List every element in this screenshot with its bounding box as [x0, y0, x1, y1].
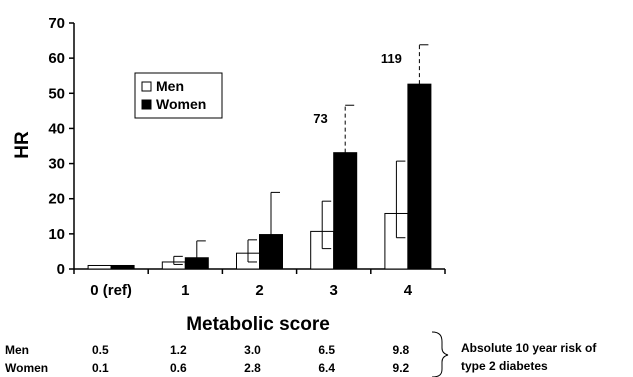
risk-value-women: 9.2: [393, 361, 410, 375]
risk-value-men: 6.5: [318, 343, 335, 357]
y-tick-label: 20: [48, 191, 65, 208]
bar-women: [407, 83, 432, 270]
risk-row-label-men: Men: [5, 343, 29, 357]
risk-value-women: 6.4: [318, 361, 335, 375]
legend-label-women: Women: [156, 96, 206, 112]
y-tick-label: 30: [48, 156, 65, 173]
y-tick-label: 10: [48, 226, 65, 243]
plot-area: 0 10 20 30 40 50 60 70 0 (ref) 1 2 3 4 73 119: [48, 15, 446, 299]
x-tick-label: 1: [181, 282, 189, 299]
risk-table: Men Women 0.5 1.2 3.0 6.5 9.8 0.1 0.6 2.8 6.4 9.2…: [5, 331, 597, 377]
legend-swatch-men: [141, 81, 152, 92]
x-tick-label: 3: [330, 282, 338, 299]
bar-women: [184, 257, 209, 270]
x-tick-label: 4: [404, 282, 413, 299]
risk-value-men: 0.5: [92, 343, 109, 357]
legend-swatch-women: [141, 99, 152, 110]
x-axis-title: Metabolic score: [186, 314, 330, 335]
y-axis-title: HR: [12, 131, 33, 159]
legend: Men Women: [134, 72, 223, 119]
legend-label-men: Men: [156, 78, 184, 94]
ci-annotation: 73: [313, 111, 327, 126]
risk-note-line2: type 2 diabetes: [461, 359, 548, 373]
y-tick-label: 60: [48, 50, 65, 67]
risk-value-men: 1.2: [170, 343, 187, 357]
y-tick-label: 50: [48, 85, 65, 102]
legend-box: [134, 72, 223, 119]
risk-value-men: 3.0: [244, 343, 261, 357]
risk-value-women: 0.1: [92, 361, 109, 375]
bar-men: [87, 264, 112, 270]
y-tick-label: 70: [48, 15, 65, 32]
ci-annotation: 119: [381, 51, 402, 66]
x-tick-label: 0 (ref): [90, 282, 132, 299]
risk-value-women: 2.8: [244, 361, 261, 375]
risk-brace: [431, 331, 449, 377]
x-tick-label: 2: [255, 282, 263, 299]
risk-value-women: 0.6: [170, 361, 187, 375]
risk-value-men: 9.8: [393, 343, 410, 357]
bar-women: [259, 234, 283, 270]
bar-women: [333, 152, 358, 270]
risk-row-label-women: Women: [5, 361, 48, 375]
risk-values: 0.5 1.2 3.0 6.5 9.8 0.1 0.6 2.8 6.4 9.2: [92, 343, 410, 375]
risk-note-line1: Absolute 10 year risk of: [461, 341, 597, 355]
y-tick-label: 40: [48, 120, 65, 137]
bar-women: [110, 264, 135, 270]
y-tick-label: 0: [57, 261, 65, 278]
